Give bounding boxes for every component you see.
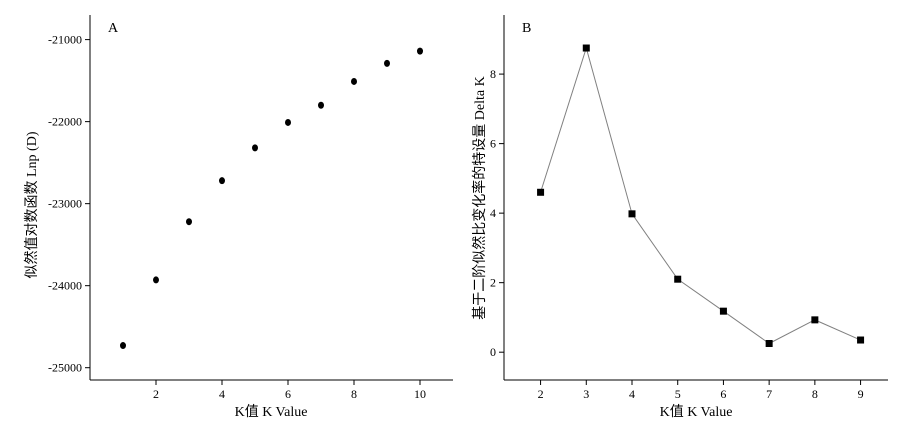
panel-b-axes: 2 3 4 5 6 7 8 9 0 2 4 6 8: [490, 15, 888, 401]
panel-a-data-point: [351, 77, 357, 85]
panel-a-y-axis-title: 似然值对数函数 Lnp (D): [23, 131, 40, 278]
panel-b-y-tick-label: 0: [490, 345, 496, 359]
panel-a-chart: A 2 4 6 8 10 -25000 -24000 -23000 -22000 -21000 K…: [23, 15, 453, 420]
panel-b-data-point: [857, 336, 865, 344]
panel-a-y-tick-label: -24000: [48, 279, 82, 293]
panel-b-x-tick-label: 3: [583, 387, 589, 401]
panel-a-data-point: [417, 47, 423, 55]
panel-a-data-point: [318, 101, 324, 109]
panel-b-data-point: [765, 340, 773, 347]
panel-b-chart: B 2 3 4 5 6 7 8 9 0 2 4 6 8 K值 K Value 基于二阶似然比变化率的特设…: [471, 15, 888, 420]
panel-a-letter: A: [108, 21, 119, 36]
panel-a-data-point: [384, 59, 390, 67]
panel-b-data-point: [674, 275, 682, 283]
panel-b-x-tick-label: 6: [720, 387, 726, 401]
panel-b-data-point: [719, 307, 727, 315]
panel-b-marks: [537, 44, 865, 347]
panel-a-data-point: [252, 144, 258, 152]
panel-b-y-tick-label: 2: [490, 276, 496, 290]
panel-a-x-tick-label: 8: [351, 387, 357, 401]
panel-b-x-tick-label: 2: [538, 387, 544, 401]
panel-a-axes: 2 4 6 8 10 -25000 -24000 -23000 -22000 -21000: [48, 15, 453, 401]
panel-a-data-point: [219, 177, 225, 185]
panel-a-data-point: [186, 218, 192, 226]
panel-a-x-tick-label: 4: [219, 387, 225, 401]
panel-a-data-point: [120, 342, 126, 350]
panel-b-x-tick-label: 7: [766, 387, 772, 401]
panel-b-x-tick-label: 8: [812, 387, 818, 401]
panel-a-data-point: [153, 276, 159, 284]
panel-b-x-tick-label: 9: [858, 387, 864, 401]
panel-b-y-tick-label: 4: [490, 206, 496, 220]
panel-b-x-axis-title: K值 K Value: [660, 404, 733, 420]
panel-a-y-tick-label: -21000: [48, 33, 82, 47]
panel-b-data-point: [811, 316, 819, 324]
panel-a-x-tick-label: 10: [414, 387, 426, 401]
panel-b-x-tick-label: 4: [629, 387, 635, 401]
panel-a-x-axis-title: K值 K Value: [235, 404, 308, 420]
panel-a-y-tick-label: -25000: [48, 361, 82, 375]
panel-b-data-point: [582, 44, 590, 52]
panel-b-data-point: [537, 188, 545, 196]
panel-b-series-line: [540, 46, 861, 345]
panel-a-data-point: [285, 118, 291, 126]
panel-b-x-tick-label: 5: [675, 387, 681, 401]
panel-b-y-tick-label: 8: [490, 67, 496, 81]
panel-b-y-axis-title: 基于二阶似然比变化率的特设量 Delta K: [471, 76, 488, 319]
panel-b-data-point: [628, 210, 636, 218]
panel-b-letter: B: [522, 21, 531, 36]
panel-a-marks: [120, 47, 423, 350]
panel-a-y-tick-label: -23000: [48, 197, 82, 211]
panel-b-y-tick-label: 6: [490, 137, 496, 151]
panel-a-x-tick-label: 6: [285, 387, 291, 401]
panel-a-x-tick-label: 2: [153, 387, 159, 401]
panel-a-y-tick-label: -22000: [48, 115, 82, 129]
